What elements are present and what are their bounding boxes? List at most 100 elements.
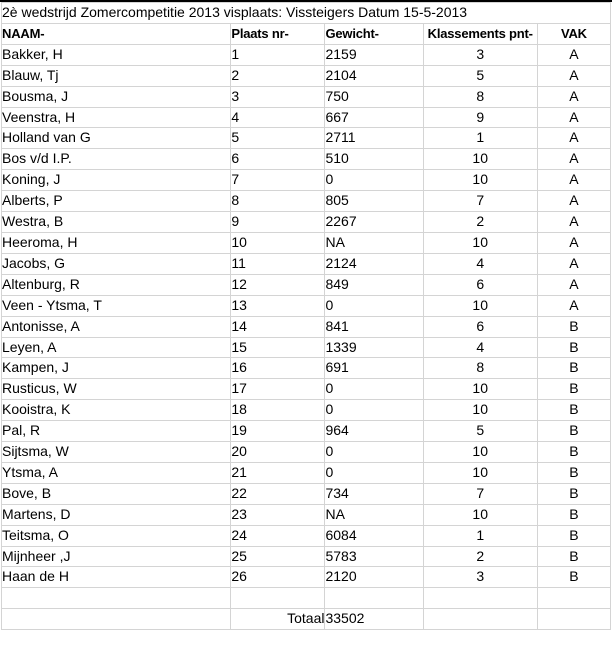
cell-gewicht: 0 — [324, 169, 424, 192]
cell-gewicht: 964 — [324, 420, 424, 443]
cell-vak: B — [536, 503, 612, 526]
cell-plaats-nr: 1 — [230, 43, 326, 66]
empty-row — [0, 587, 612, 610]
cell-gewicht: 5783 — [324, 545, 424, 568]
total-row: Totaal 33502 — [0, 608, 612, 631]
cell-gewicht: 0 — [324, 294, 424, 317]
cell-plaats-nr: 14 — [230, 315, 326, 338]
cell-klassements-pnt: 8 — [422, 357, 538, 380]
title-row: 2è wedstrijd Zomercompetitie 2013 vispla… — [1, 2, 611, 24]
cell-gewicht: 2124 — [324, 252, 424, 275]
table-row: Veen - Ytsma, T 13 0 10 A — [0, 294, 612, 317]
cell-gewicht: 510 — [324, 148, 424, 171]
cell-vak: B — [536, 357, 612, 380]
empty-cell — [230, 587, 326, 610]
cell-naam: Leyen, A — [0, 336, 232, 359]
empty-cell — [422, 608, 538, 631]
cell-klassements-pnt: 7 — [422, 482, 538, 505]
cell-gewicht: 1339 — [324, 336, 424, 359]
cell-naam: Sijtsma, W — [0, 441, 232, 463]
cell-plaats-nr: 15 — [230, 336, 326, 359]
cell-vak: A — [536, 127, 612, 150]
cell-plaats-nr: 18 — [230, 399, 326, 422]
empty-cell — [536, 608, 612, 631]
cell-vak: A — [536, 43, 612, 66]
cell-naam: Blauw, Tj — [0, 64, 232, 87]
table-row: Veenstra, H 4 667 9 A — [0, 106, 612, 129]
cell-naam: Veenstra, H — [0, 106, 232, 129]
cell-klassements-pnt: 10 — [422, 294, 538, 317]
cell-gewicht: NA — [324, 231, 424, 254]
table-row: Mijnheer ,J 25 5783 2 B — [0, 545, 612, 568]
cell-plaats-nr: 17 — [230, 378, 326, 401]
cell-vak: A — [536, 273, 612, 296]
column-header-plaats-nr: Plaats nr- — [230, 22, 326, 45]
cell-gewicht: 0 — [324, 378, 424, 401]
cell-plaats-nr: 19 — [230, 420, 326, 443]
empty-cell — [536, 587, 612, 610]
cell-plaats-nr: 9 — [230, 211, 326, 233]
cell-klassements-pnt: 3 — [422, 43, 538, 66]
cell-plaats-nr: 8 — [230, 190, 326, 213]
cell-klassements-pnt: 6 — [422, 315, 538, 338]
empty-cell — [0, 608, 232, 631]
cell-klassements-pnt: 5 — [422, 420, 538, 443]
table-row: Bousma, J 3 750 8 A — [0, 85, 612, 108]
cell-naam: Ytsma, A — [0, 461, 232, 484]
table-row: Martens, D 23 NA 10 B — [0, 503, 612, 526]
table-row: Pal, R 19 964 5 B — [0, 420, 612, 443]
cell-vak: A — [536, 85, 612, 108]
cell-plaats-nr: 12 — [230, 273, 326, 296]
cell-plaats-nr: 5 — [230, 127, 326, 150]
results-table: 2è wedstrijd Zomercompetitie 2013 vispla… — [0, 2, 612, 631]
cell-gewicht: 2159 — [324, 43, 424, 66]
table-row: Alberts, P 8 805 7 A — [0, 190, 612, 213]
total-value: 33502 — [324, 608, 424, 631]
cell-vak: A — [536, 211, 612, 233]
cell-plaats-nr: 2 — [230, 64, 326, 87]
table-row: Leyen, A 15 1339 4 B — [0, 336, 612, 359]
table-row: Koning, J 7 0 10 A — [0, 169, 612, 192]
cell-naam: Kooistra, K — [0, 399, 232, 422]
cell-naam: Rusticus, W — [0, 378, 232, 401]
cell-naam: Veen - Ytsma, T — [0, 294, 232, 317]
cell-vak: B — [536, 441, 612, 463]
cell-klassements-pnt: 10 — [422, 148, 538, 171]
table-row: Kooistra, K 18 0 10 B — [0, 399, 612, 422]
cell-naam: Westra, B — [0, 211, 232, 233]
cell-gewicht: 2104 — [324, 64, 424, 87]
cell-vak: B — [536, 420, 612, 443]
cell-plaats-nr: 3 — [230, 85, 326, 108]
cell-gewicht: 849 — [324, 273, 424, 296]
cell-naam: Antonisse, A — [0, 315, 232, 338]
cell-naam: Haan de H — [0, 566, 232, 589]
column-header-gewicht: Gewicht- — [324, 22, 424, 45]
column-header-naam: NAAM- — [0, 22, 232, 45]
cell-klassements-pnt: 10 — [422, 399, 538, 422]
cell-vak: B — [536, 545, 612, 568]
cell-plaats-nr: 13 — [230, 294, 326, 317]
table-row: Bove, B 22 734 7 B — [0, 482, 612, 505]
cell-plaats-nr: 7 — [230, 169, 326, 192]
cell-gewicht: 2711 — [324, 127, 424, 150]
cell-klassements-pnt: 8 — [422, 85, 538, 108]
cell-vak: A — [536, 106, 612, 129]
cell-gewicht: 734 — [324, 482, 424, 505]
cell-vak: A — [536, 252, 612, 275]
cell-naam: Kampen, J — [0, 357, 232, 380]
cell-klassements-pnt: 10 — [422, 231, 538, 254]
cell-naam: Pal, R — [0, 420, 232, 443]
cell-plaats-nr: 11 — [230, 252, 326, 275]
empty-cell — [422, 587, 538, 610]
cell-naam: Bousma, J — [0, 85, 232, 108]
cell-gewicht: 0 — [324, 441, 424, 463]
cell-gewicht: 2267 — [324, 211, 424, 233]
cell-klassements-pnt: 2 — [422, 211, 538, 233]
cell-klassements-pnt: 7 — [422, 190, 538, 213]
cell-plaats-nr: 25 — [230, 545, 326, 568]
table-row: Holland van G 5 2711 1 A — [0, 127, 612, 150]
cell-gewicht: 691 — [324, 357, 424, 380]
cell-naam: Bakker, H — [0, 43, 232, 66]
cell-plaats-nr: 16 — [230, 357, 326, 380]
cell-gewicht: 841 — [324, 315, 424, 338]
